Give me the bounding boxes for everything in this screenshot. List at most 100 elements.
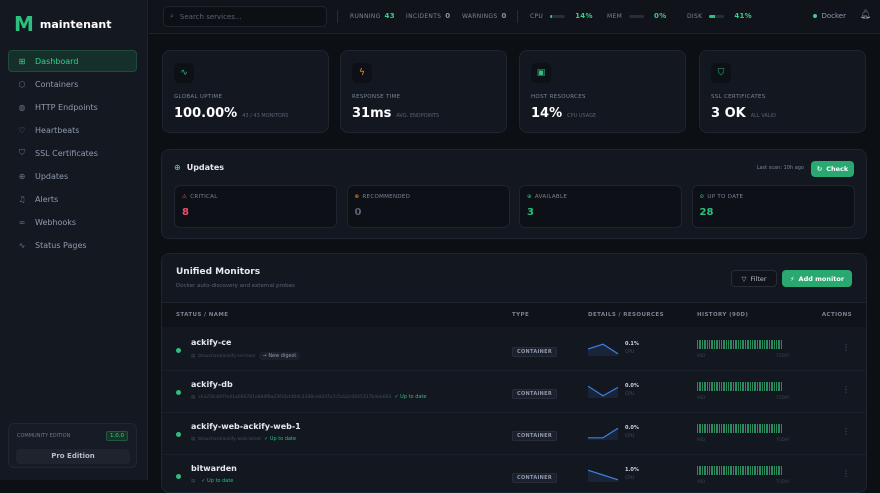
cpu-label: CPU (625, 476, 635, 481)
history-bar (744, 466, 747, 475)
history-bar (699, 340, 701, 349)
sidebar-item-label: Dashboard (35, 56, 79, 66)
check-button[interactable]: ↻ Check (811, 161, 854, 177)
add-monitor-button[interactable]: ⚡︎ Add monitor (782, 270, 852, 287)
stat-value: 31ms (352, 106, 392, 121)
updates-title: Updates (186, 163, 225, 172)
history-bar (768, 382, 771, 391)
runtime-status[interactable]: Docker (813, 12, 846, 20)
search-icon: ⌕ (170, 12, 174, 20)
history-bar (749, 424, 751, 433)
cpu-value: 1.0% (625, 467, 639, 473)
cpu-value: 0.0% (625, 425, 639, 431)
filter-button[interactable]: ▽ Filter (731, 270, 777, 287)
update-count: 8 (182, 207, 189, 218)
table-row[interactable]: ackify-web-ackify-web-1 ▤ btouchard/ackif… (162, 413, 866, 455)
history-bar (699, 466, 701, 475)
logo-mark: M (14, 12, 34, 36)
search-input[interactable]: ⌕ Search services... (163, 6, 327, 27)
history-bar (747, 340, 749, 349)
history-bar (708, 340, 711, 349)
update-box-critical[interactable]: ⚠ CRITICAL 8 (174, 185, 337, 228)
history-bar (759, 424, 761, 433)
history-bar (718, 466, 720, 475)
history-bar (775, 466, 778, 475)
history-bar (747, 382, 749, 391)
image-ref: btouchard/ackify-web:latest (198, 436, 261, 442)
sidebar-item-status-pages[interactable]: ∿ Status Pages (8, 234, 137, 256)
monitor-name[interactable]: bitwarden (191, 464, 237, 473)
stat-value: 100.00% (174, 106, 238, 121)
sidebar-nav: ⊞ Dashboard ⬡ Containers ◍ HTTP Endpoints ♡ Hea… (8, 50, 137, 257)
arrow-up-circle-icon: ⊕ (527, 194, 532, 200)
sidebar-item-http-endpoints[interactable]: ◍ HTTP Endpoints (8, 96, 137, 118)
type-badge: CONTAINER (512, 431, 558, 441)
alert-circle-icon: ⊗ (354, 194, 360, 200)
history-bar (730, 382, 732, 391)
update-box-recommended[interactable]: ⊗ RECOMMENDED 0 (346, 185, 510, 228)
status-dot (176, 432, 181, 437)
zap-icon: ⚡︎ (789, 274, 795, 283)
incidents-stat: INCIDENTS 0 (406, 12, 451, 20)
history-bar (716, 424, 718, 433)
cpu-sparkline (588, 343, 619, 356)
history-bar (742, 340, 744, 349)
history-bar (766, 340, 768, 349)
arrow-up-circle-icon: ⊕ (18, 171, 26, 181)
monitors-panel: Unified Monitors Docker auto-discovery a… (161, 253, 867, 493)
sidebar-item-containers[interactable]: ⬡ Containers (8, 73, 137, 95)
history-bar (756, 340, 759, 349)
update-box-available[interactable]: ⊕ AVAILABLE 3 (519, 185, 682, 228)
logo[interactable]: M maintenant (14, 14, 111, 34)
history-bar (759, 466, 761, 475)
history-bar (761, 424, 763, 433)
divider (517, 10, 518, 23)
monitor-name[interactable]: ackify-ce (191, 338, 232, 347)
activity-icon: ∿ (174, 63, 194, 83)
history-bar (711, 340, 713, 349)
table-row[interactable]: ackify-ce ▤ btouchard/ackify-ce:main → New… (162, 329, 866, 371)
history-bar (723, 382, 725, 391)
more-actions-icon[interactable]: ⋮ (842, 469, 850, 478)
pro-edition-button[interactable]: Pro Edition (16, 449, 130, 464)
sidebar-item-label: HTTP Endpoints (35, 102, 98, 112)
monitor-name[interactable]: ackify-web-ackify-web-1 (191, 422, 301, 431)
sidebar-item-dashboard[interactable]: ⊞ Dashboard (8, 50, 137, 72)
history-bar (773, 424, 775, 433)
sidebar-item-alerts[interactable]: ♫ Alerts (8, 188, 137, 210)
more-actions-icon[interactable]: ⋮ (842, 385, 850, 394)
monitor-name[interactable]: ackify-db (191, 380, 233, 389)
sidebar-item-label: Status Pages (35, 240, 87, 250)
sidebar-item-label: Containers (35, 79, 79, 89)
sidebar-item-heartbeats[interactable]: ♡ Heartbeats (8, 119, 137, 141)
history-bar (761, 382, 763, 391)
update-box-up-to-date[interactable]: ⊘ UP TO DATE 28 (691, 185, 855, 228)
monitors-title: Unified Monitors (176, 267, 261, 277)
image-icon: ▤ (191, 478, 196, 484)
cpu-stat: CPU 14% (530, 12, 593, 20)
history-bar (771, 382, 773, 391)
table-row[interactable]: ackify-db ▤ sha256:b97fe41a066781e884f8a2… (162, 371, 866, 413)
history-bar (730, 466, 732, 475)
arrow-up-circle-icon: ⊕ (174, 163, 181, 172)
version-badge: 1.0.0 (106, 431, 128, 441)
history-bar (699, 382, 701, 391)
history-bar (728, 424, 730, 433)
history-bar (747, 466, 749, 475)
more-actions-icon[interactable]: ⋮ (842, 427, 850, 436)
sidebar-item-webhooks[interactable]: ∞ Webhooks (8, 211, 137, 233)
history-start: 90D (697, 395, 706, 400)
sidebar-item-ssl-certificates[interactable]: ⛉ SSL Certificates (8, 142, 137, 164)
cpu-label: CPU (625, 434, 635, 439)
bell-icon[interactable]: 🔔︎ (859, 10, 871, 20)
history-bar (720, 466, 723, 475)
activity-icon: ∿ (18, 240, 26, 250)
sidebar-item-updates[interactable]: ⊕ Updates (8, 165, 137, 187)
more-actions-icon[interactable]: ⋮ (842, 343, 850, 352)
history-bar (716, 340, 718, 349)
sidebar-item-label: SSL Certificates (35, 148, 98, 158)
table-row[interactable]: bitwarden ▤ ✓ Up to date CONTAINER 1.0% C… (162, 455, 866, 492)
sidebar: M maintenant ⊞ Dashboard ⬡ Containers ◍ HTTP … (0, 0, 148, 480)
history-bar (780, 466, 783, 475)
col-type: TYPE (512, 312, 530, 318)
